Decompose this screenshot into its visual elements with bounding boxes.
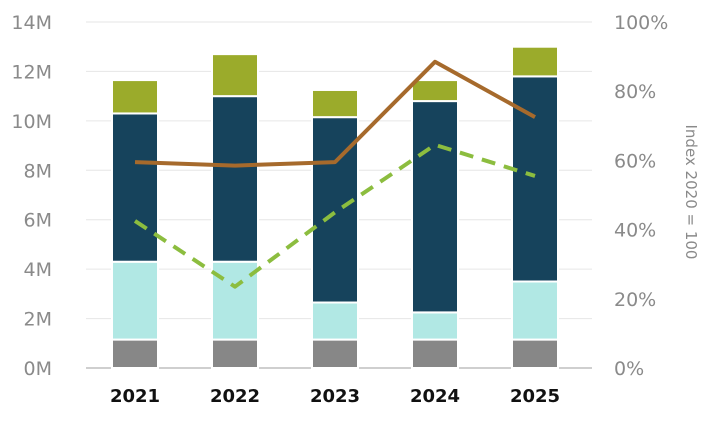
y-tick-label: 0M xyxy=(24,358,52,380)
y-tick-label: 10M xyxy=(11,111,52,133)
bar-segment xyxy=(311,88,359,119)
y2-tick-label: 20% xyxy=(614,289,656,311)
bar-segment xyxy=(111,260,159,341)
y2-tick-label: 100% xyxy=(614,12,668,34)
bar-stacks xyxy=(111,45,559,370)
y-tick-label: 12M xyxy=(11,61,52,83)
bar-segment xyxy=(411,79,459,103)
x-category-label: 2022 xyxy=(210,386,260,407)
solid-index-line xyxy=(134,59,536,168)
y-tick-label: 6M xyxy=(24,210,52,232)
bar-segment xyxy=(511,338,559,370)
bar-segment xyxy=(411,311,459,341)
bar-segment xyxy=(511,45,559,78)
y-tick-label: 14M xyxy=(11,12,52,34)
x-category-label: 2025 xyxy=(510,386,560,407)
bar-segment xyxy=(111,112,159,263)
y-tick-label: 4M xyxy=(24,259,52,281)
secondary-axis-title: Index 2020 = 100 xyxy=(682,125,700,260)
y2-tick-label: 80% xyxy=(614,81,656,103)
bar-segment xyxy=(511,280,559,341)
bar-segment xyxy=(211,95,259,263)
bar-segment xyxy=(211,338,259,370)
bar-segment xyxy=(211,53,259,98)
y2-tick-label: 0% xyxy=(614,358,644,380)
bar-segment xyxy=(311,301,359,341)
x-category-label: 2021 xyxy=(110,386,160,407)
y-tick-label: 2M xyxy=(24,309,52,331)
y2-tick-label: 60% xyxy=(614,150,656,172)
line-series xyxy=(133,59,536,289)
bar-segment xyxy=(111,79,159,115)
y-tick-label: 8M xyxy=(24,160,52,182)
bar-segment xyxy=(111,338,159,370)
bar-segment xyxy=(411,338,459,370)
x-category-label: 2024 xyxy=(410,386,460,407)
x-category-label: 2023 xyxy=(310,386,360,407)
y2-tick-label: 40% xyxy=(614,220,656,242)
dashed-index-line xyxy=(133,142,536,289)
bar-segment xyxy=(311,338,359,370)
axes: Index 2020 = 100 0M 2M 4M 6M 8M 10M 12M 14M 0% 20… xyxy=(11,12,700,407)
bar-segment xyxy=(411,100,459,314)
